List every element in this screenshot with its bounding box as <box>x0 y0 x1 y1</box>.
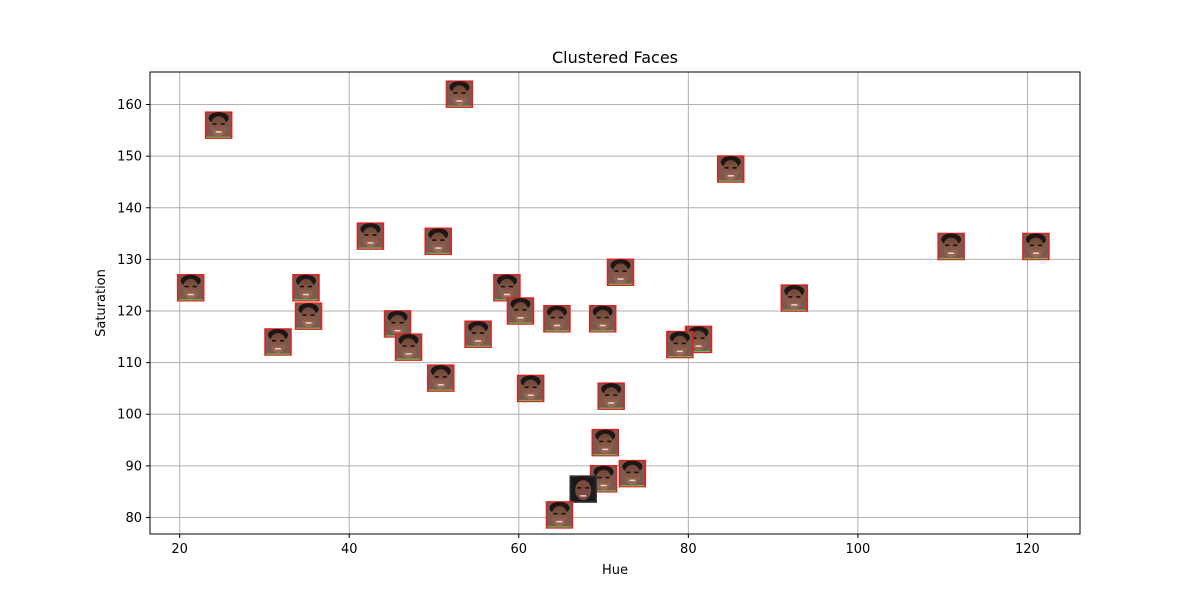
face-point <box>292 274 320 302</box>
face-point <box>204 111 233 139</box>
x-tick-label: 80 <box>680 542 697 557</box>
chart-title: Clustered Faces <box>552 48 678 67</box>
x-tick-label: 100 <box>845 542 870 557</box>
y-tick-label: 110 <box>117 356 142 371</box>
y-tick-label: 130 <box>117 253 142 268</box>
face-point <box>424 227 452 256</box>
face-point <box>716 155 745 183</box>
y-tick-label: 80 <box>125 511 142 526</box>
y-tick-label: 140 <box>117 201 142 216</box>
axis-ticks: 20 40 60 80 100 120 80 90 100 110 120 130 140 150 160 <box>117 98 1040 557</box>
face-point <box>294 302 323 330</box>
face-point <box>506 297 535 325</box>
face-point <box>176 274 205 302</box>
face-point <box>606 258 635 287</box>
y-axis-title: Saturation <box>94 269 109 337</box>
y-tick-label: 160 <box>117 98 142 113</box>
x-axis-title: Hue <box>602 563 628 578</box>
face-point <box>666 330 694 359</box>
face-point <box>445 80 474 108</box>
face-point <box>264 328 292 356</box>
face-point <box>545 501 574 529</box>
x-tick-label: 120 <box>1015 542 1040 557</box>
face-point <box>394 333 423 361</box>
face-point <box>937 232 965 261</box>
data-points <box>176 80 1050 529</box>
x-tick-label: 60 <box>511 542 528 557</box>
y-tick-label: 120 <box>117 305 142 320</box>
x-tick-label: 40 <box>341 542 358 557</box>
y-tick-label: 150 <box>117 150 142 165</box>
face-point <box>780 284 809 312</box>
face-point <box>464 320 492 348</box>
face-point <box>591 428 620 457</box>
face-point <box>543 304 571 333</box>
face-point <box>588 304 617 333</box>
face-point <box>569 475 597 503</box>
face-point <box>493 274 521 302</box>
plot-area <box>149 71 1081 535</box>
y-tick-label: 100 <box>117 408 142 423</box>
face-point <box>383 310 412 338</box>
y-tick-label: 90 <box>125 459 142 474</box>
face-point <box>427 364 455 392</box>
face-point <box>618 459 647 488</box>
x-tick-label: 20 <box>171 542 188 557</box>
face-point <box>516 374 545 403</box>
face-point <box>1022 232 1050 261</box>
face-point <box>356 222 385 250</box>
face-point <box>597 382 625 410</box>
